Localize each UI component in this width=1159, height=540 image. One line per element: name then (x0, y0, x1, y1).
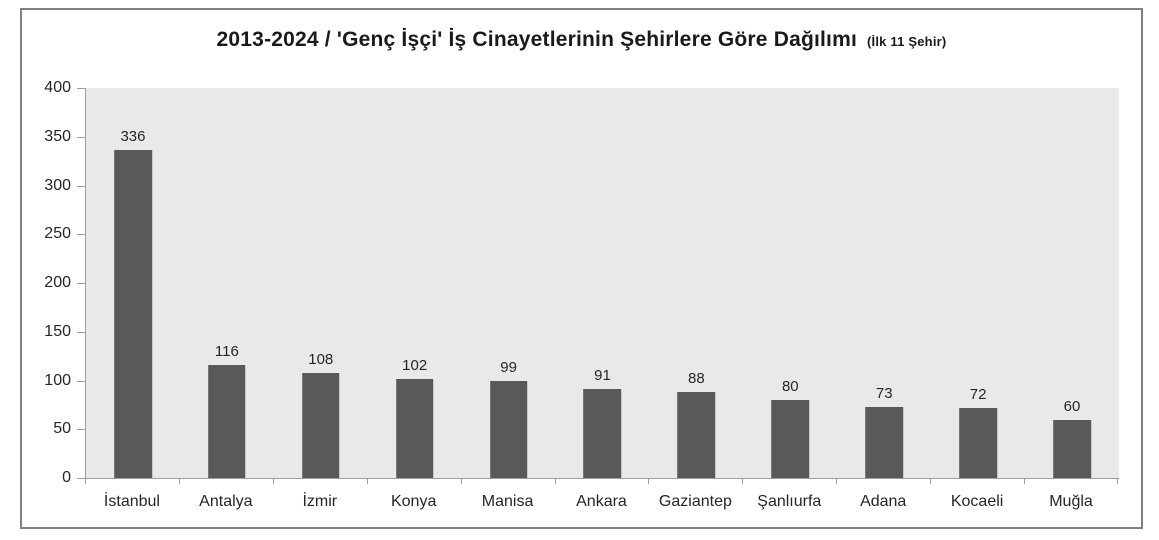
y-axis-label: 250 (44, 225, 71, 242)
x-axis-label: Konya (390, 493, 437, 510)
y-axis-label: 400 (44, 79, 71, 96)
y-axis-label: 0 (62, 469, 71, 486)
x-tick (742, 479, 743, 484)
y-axis-label: 200 (44, 274, 71, 291)
y-axis-label: 100 (44, 372, 71, 389)
x-axis-label: Manisa (481, 493, 534, 510)
x-tick (85, 479, 86, 484)
bar-slot: 108 (274, 88, 368, 478)
y-tick (77, 137, 85, 138)
bar-slot: 91 (556, 88, 650, 478)
bar-slot: 88 (649, 88, 743, 478)
x-axis-label: Kocaeli (950, 493, 1004, 510)
x-axis-label: Gaziantep (658, 493, 732, 510)
bar-slot: 116 (180, 88, 274, 478)
bar-value-label: 108 (308, 350, 334, 368)
bar-value-label: 73 (875, 384, 893, 402)
bar (301, 372, 340, 478)
bar-slot: 102 (368, 88, 462, 478)
bar (959, 407, 997, 478)
x-axis-label: Adana (860, 493, 907, 510)
bar (583, 389, 622, 478)
bar (114, 150, 152, 478)
bar-slot: 336 (86, 88, 180, 478)
y-tick (77, 381, 85, 382)
bar-value-label: 72 (969, 385, 987, 403)
bar-slot: 60 (1025, 88, 1119, 478)
bar (489, 381, 528, 478)
bar-slot: 72 (931, 88, 1025, 478)
x-axis-label: Antalya (199, 493, 253, 510)
y-axis-label: 150 (44, 323, 71, 340)
bar-slot: 99 (462, 88, 556, 478)
x-tick (930, 479, 931, 484)
bar (395, 378, 434, 478)
bar (677, 392, 716, 478)
y-tick (77, 283, 85, 284)
bar-value-label: 336 (120, 128, 146, 146)
plot-area: 336 116 108 102 99 91 88 80 73 72 60 (85, 88, 1119, 479)
y-axis-label: 300 (44, 177, 71, 194)
y-tick (77, 429, 85, 430)
bar-value-label: 88 (688, 370, 705, 388)
bar (771, 400, 810, 478)
bar (208, 364, 246, 478)
bar (1053, 419, 1091, 478)
bar-value-label: 99 (500, 359, 517, 377)
bar-value-label: 116 (214, 342, 239, 360)
y-axis-label: 50 (53, 420, 71, 437)
bar-value-label: 80 (781, 378, 799, 395)
y-axis-label: 350 (44, 128, 71, 145)
y-tick (77, 88, 85, 89)
x-axis-label: Muğla (1049, 493, 1093, 510)
x-axis-label: Şanlıurfa (757, 493, 822, 510)
x-axis-label: İstanbul (103, 493, 160, 510)
chart-frame: 2013-2024 / 'Genç İşçi' İş Cinayetlerini… (20, 8, 1143, 529)
y-axis: 0 50 100 150 200 250 300 350 400 (22, 79, 85, 486)
y-tick (77, 478, 85, 479)
x-tick (461, 479, 462, 484)
bar-value-label: 60 (1063, 397, 1081, 415)
x-tick (367, 479, 368, 484)
x-axis-label: İzmir (302, 493, 338, 510)
x-axis-labels: İstanbul Antalya İzmir Konya Manisa Ankara Gaz… (85, 491, 1118, 513)
x-tick (648, 479, 649, 484)
chart-title: 2013-2024 / 'Genç İşçi' İş Cinayetlerini… (22, 28, 1141, 52)
x-tick (1117, 479, 1118, 484)
bar-slot: 80 (743, 88, 837, 478)
bar (865, 406, 903, 478)
bar-value-label: 102 (402, 356, 428, 374)
x-axis-label: Ankara (576, 493, 627, 510)
chart-title-main: 2013-2024 / 'Genç İşçi' İş Cinayetlerini… (216, 28, 857, 51)
x-tick (179, 479, 180, 484)
y-tick (77, 234, 85, 235)
y-tick (77, 332, 85, 333)
x-tick (273, 479, 274, 484)
y-tick (77, 186, 85, 187)
x-tick (555, 479, 556, 484)
x-axis-ticks (85, 479, 1119, 485)
x-tick (1024, 479, 1025, 484)
chart-title-suffix: (İlk 11 Şehir) (867, 34, 947, 49)
x-tick (836, 479, 837, 484)
bar-value-label: 91 (594, 367, 611, 385)
bar-slot: 73 (837, 88, 931, 478)
